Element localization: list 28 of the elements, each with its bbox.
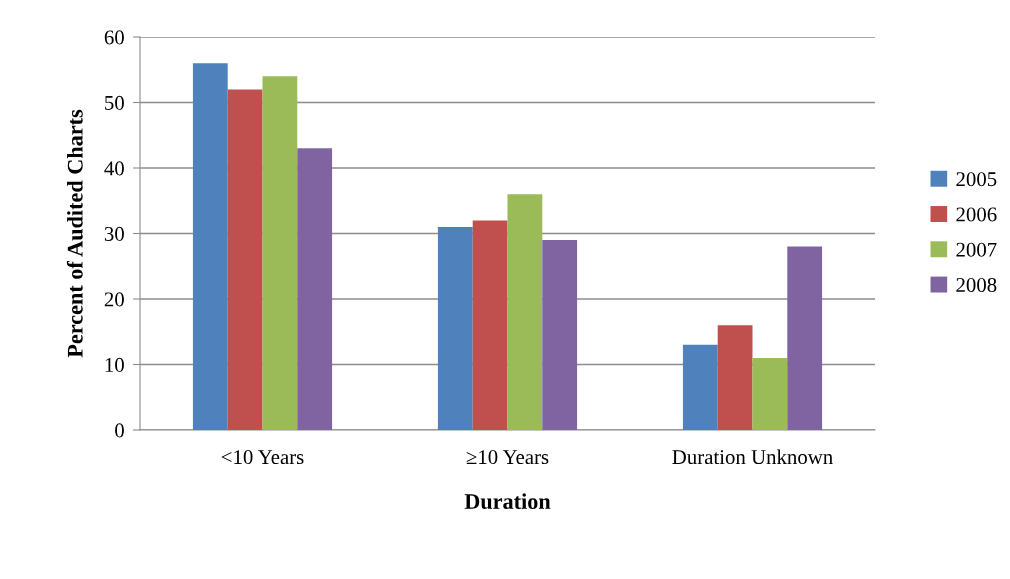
y-tick-label: 40 bbox=[104, 161, 124, 176]
legend-label: 2005 bbox=[956, 172, 997, 187]
legend-label: 2006 bbox=[956, 207, 997, 222]
y-tick-label: 30 bbox=[104, 226, 124, 241]
bar bbox=[227, 89, 263, 430]
y-tick-label: 60 bbox=[104, 30, 124, 45]
y-tick-label: 10 bbox=[105, 357, 124, 372]
x-tick-label: <10 Years bbox=[221, 450, 304, 465]
y-tick-label: 0 bbox=[115, 423, 124, 438]
bar bbox=[192, 63, 228, 430]
y-tick-label: 50 bbox=[105, 95, 124, 110]
bar bbox=[717, 325, 753, 430]
x-axis-title: Duration bbox=[464, 493, 551, 510]
bar bbox=[787, 246, 823, 430]
bar bbox=[297, 148, 333, 430]
x-tick-label: ≥10 Years bbox=[466, 450, 549, 465]
bar bbox=[472, 220, 508, 430]
bar bbox=[437, 226, 473, 430]
bar bbox=[542, 240, 578, 430]
x-tick-label: Duration Unknown bbox=[672, 449, 833, 465]
legend-label: 2007 bbox=[956, 242, 997, 257]
legend-label: 2008 bbox=[956, 277, 997, 292]
y-tick-label: 20 bbox=[104, 292, 124, 307]
y-axis-title: Percent of Audited Charts bbox=[66, 109, 83, 358]
bar bbox=[682, 344, 718, 430]
bar bbox=[262, 76, 298, 430]
bar bbox=[507, 194, 543, 430]
bar bbox=[752, 357, 788, 430]
